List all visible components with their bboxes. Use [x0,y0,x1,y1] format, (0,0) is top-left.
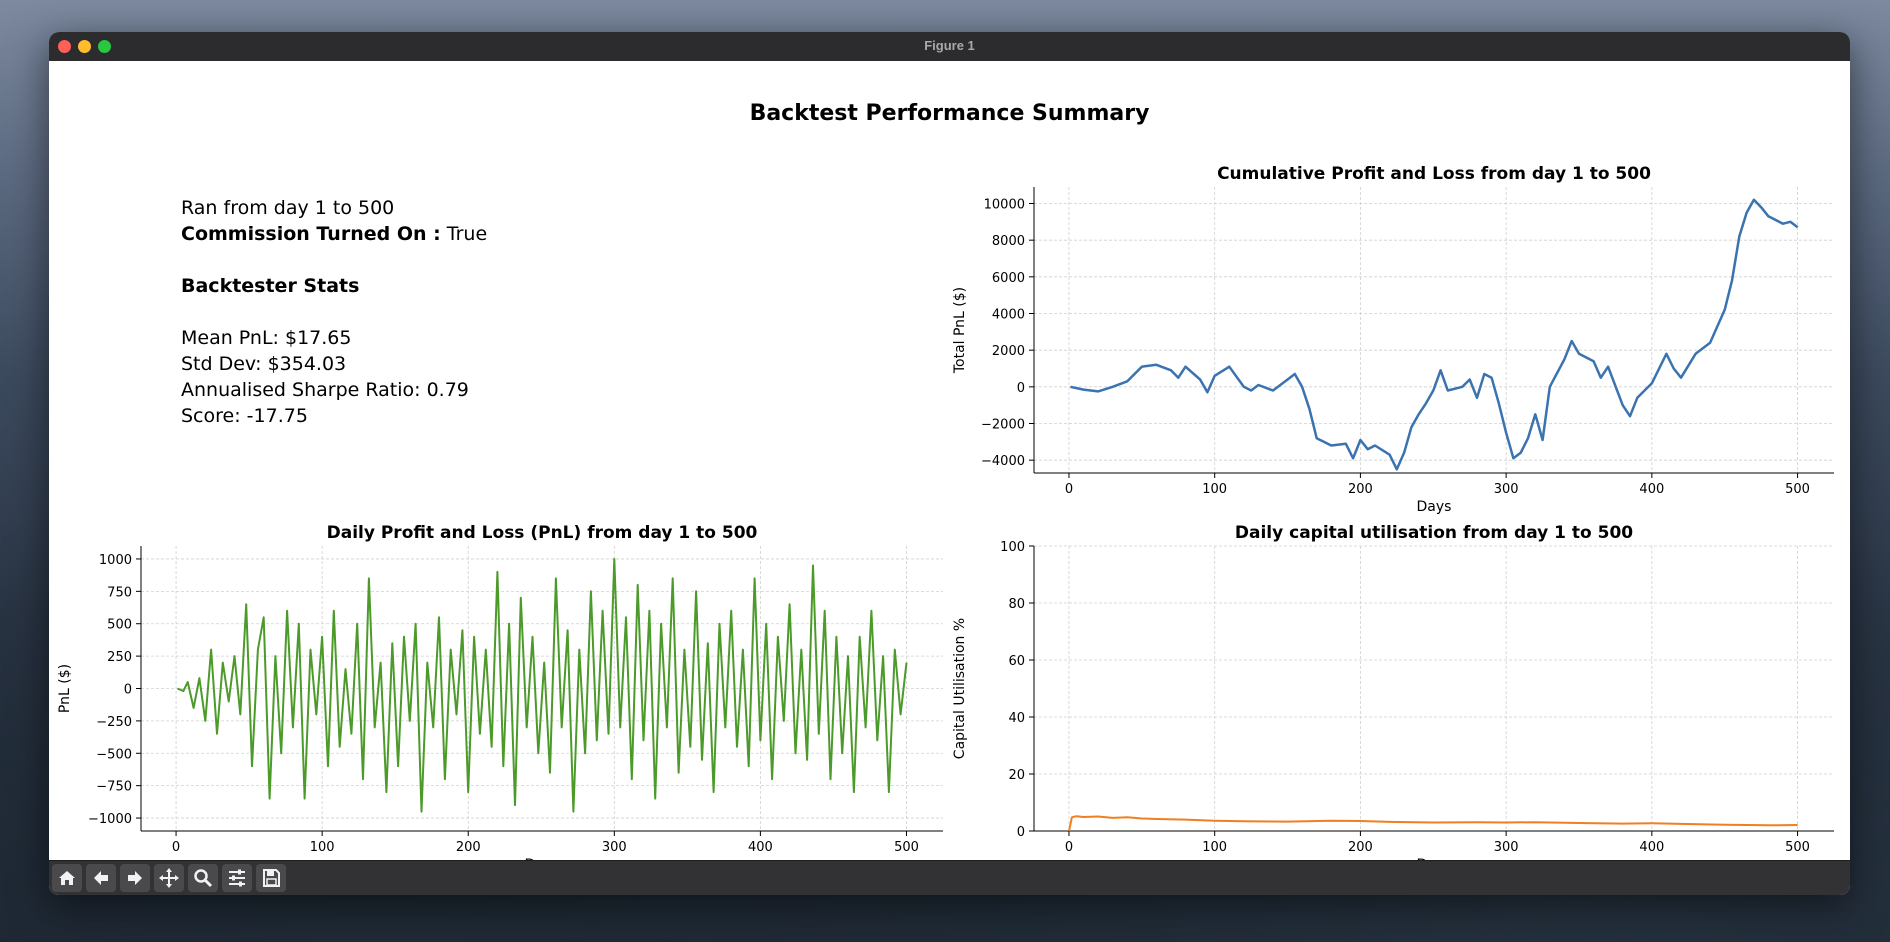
y-tick-label: 750 [107,585,132,600]
run-range-text: Ran from day 1 to 500 [181,197,395,219]
figure-window: Figure 1 Backtest Performance Summary Ra… [49,32,1850,895]
score-text: Score: -17.75 [181,405,308,427]
cumulative-pnl-chart: 0 100 200 300 400 500 −4000 −2000 0 2000 4000 6000 8… [952,164,1834,515]
x-tick-label: 0 [172,840,180,855]
x-tick-label: 300 [602,840,627,855]
pan-icon [159,868,179,888]
save-icon [263,869,280,887]
x-axis-label: Days [1417,499,1452,515]
x-tick-label: 0 [1065,840,1073,855]
x-tick-label: 200 [1348,482,1373,497]
y-tick-label: 6000 [992,271,1025,286]
chart-title: Daily Profit and Loss (PnL) from day 1 t… [327,523,758,543]
series-line [177,558,908,813]
series-line [1068,815,1798,832]
stats-heading: Backtester Stats [181,275,360,297]
y-tick-label: 2000 [992,344,1025,359]
y-tick-label: 60 [1008,654,1025,669]
home-icon [59,871,75,885]
x-tick-label: 300 [1494,840,1519,855]
x-tick-label: 100 [1202,482,1227,497]
configure-subplots-icon [229,869,245,887]
figure-canvas[interactable]: Backtest Performance Summary Ran from da… [49,61,1850,861]
x-tick-label: 200 [456,840,481,855]
info-panel: Ran from day 1 to 500 Commission Turned … [181,195,487,429]
capital-utilisation-chart: 0 100 200 300 400 500 0 20 40 60 80 100 Daily capita… [952,523,1834,861]
y-tick-label: 80 [1008,597,1025,612]
y-tick-label: 8000 [992,234,1025,249]
commission-line: Commission Turned On : True [181,221,487,247]
y-tick-label: 40 [1008,711,1025,726]
y-axis-label: PnL ($) [57,664,73,713]
commission-value: True [446,223,488,245]
x-tick-label: 500 [894,840,919,855]
save-button[interactable] [256,864,286,892]
x-tick-label: 0 [1065,482,1073,497]
x-tick-label: 300 [1494,482,1519,497]
back-arrow-icon [94,871,108,885]
y-tick-label: −500 [96,747,132,762]
y-tick-label: 250 [107,650,132,665]
x-axis-label: Days [1417,857,1452,861]
x-tick-label: 500 [1785,482,1810,497]
home-button[interactable] [52,864,82,892]
x-tick-label: 500 [1785,840,1810,855]
forward-arrow-icon [128,871,142,885]
y-tick-label: −4000 [981,454,1025,469]
back-button[interactable] [86,864,116,892]
y-tick-label: 1000 [99,553,132,568]
figure-suptitle: Backtest Performance Summary [749,101,1150,126]
x-axis-label: Days [525,857,560,861]
configure-subplots-button[interactable] [222,864,252,892]
zoom-icon [194,869,213,888]
y-tick-label: −250 [96,715,132,730]
navigation-toolbar [49,860,1850,895]
close-button[interactable] [58,40,71,53]
forward-button[interactable] [120,864,150,892]
y-axis-label: Total PnL ($) [952,287,968,374]
sharpe-text: Annualised Sharpe Ratio: 0.79 [181,379,469,401]
x-tick-label: 100 [310,840,335,855]
series-line [1070,198,1799,471]
y-tick-label: 100 [1000,540,1025,555]
chart-title: Daily capital utilisation from day 1 to … [1235,523,1633,543]
minimize-button[interactable] [78,40,91,53]
commission-label: Commission Turned On : [181,223,441,245]
window-titlebar[interactable]: Figure 1 [49,32,1850,62]
x-tick-label: 400 [1639,840,1664,855]
y-tick-label: 20 [1008,768,1025,783]
chart-title: Cumulative Profit and Loss from day 1 to… [1217,164,1651,184]
window-title: Figure 1 [924,38,975,53]
y-tick-label: 500 [107,618,132,633]
y-tick-label: −2000 [981,418,1025,433]
daily-pnl-chart: 0 100 200 300 400 500 −1000 −750 −500 −250 0 250 500… [57,523,943,861]
y-tick-label: −750 [96,780,132,795]
y-axis-label: Capital Utilisation % [952,618,968,759]
y-tick-label: 0 [1017,381,1025,396]
std-dev-text: Std Dev: $354.03 [181,353,347,375]
y-tick-label: 0 [1017,825,1025,840]
x-tick-label: 200 [1348,840,1373,855]
y-tick-label: −1000 [88,812,132,827]
y-tick-label: 10000 [984,198,1025,213]
y-tick-label: 0 [124,683,132,698]
x-tick-label: 400 [748,840,773,855]
pan-button[interactable] [154,864,184,892]
maximize-button[interactable] [98,40,111,53]
x-tick-label: 400 [1639,482,1664,497]
x-tick-label: 100 [1202,840,1227,855]
zoom-button[interactable] [188,864,218,892]
y-tick-label: 4000 [992,308,1025,323]
mean-pnl-text: Mean PnL: $17.65 [181,327,352,349]
